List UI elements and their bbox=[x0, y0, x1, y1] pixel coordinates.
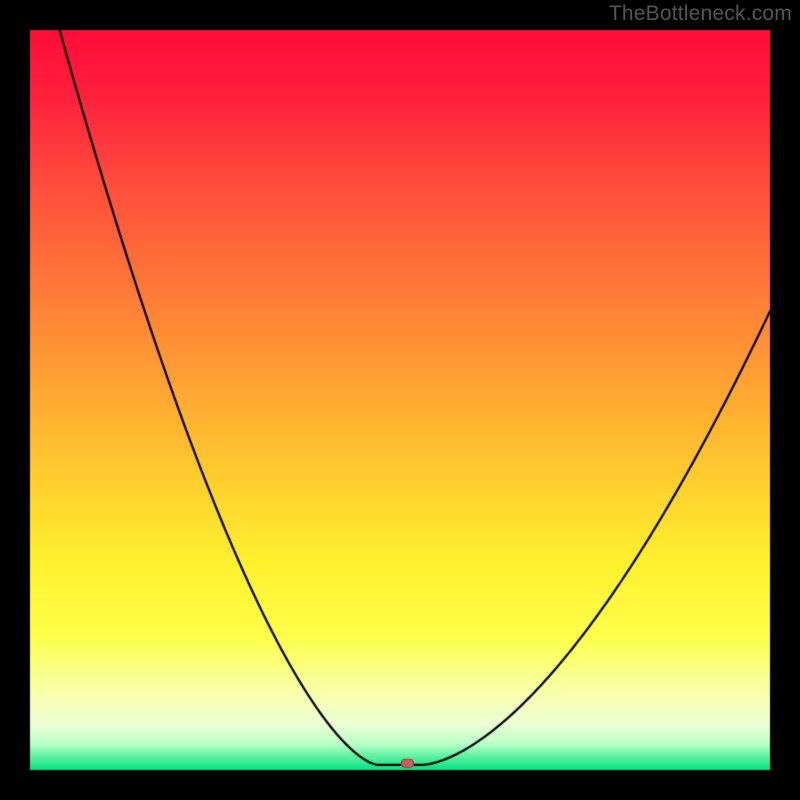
credit-label: TheBottleneck.com bbox=[609, 2, 792, 26]
bottleneck-curve-chart bbox=[0, 0, 800, 800]
